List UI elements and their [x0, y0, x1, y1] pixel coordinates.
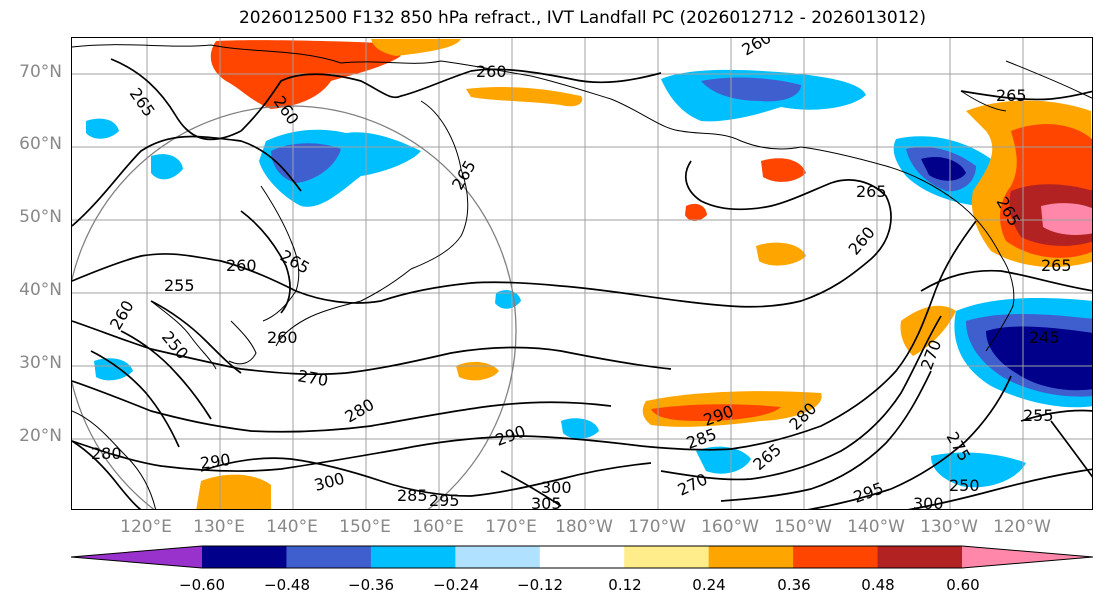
contour-label: 265 [448, 157, 480, 193]
contour-label: 300 [541, 478, 572, 497]
shade-patch-ne-pacific-navy [986, 326, 1092, 391]
shade-patch-caspian-blue [86, 118, 119, 139]
map-title: 2026012500 F132 850 hPa refract., IVT La… [238, 8, 926, 28]
landfall-radius-circle [72, 105, 517, 509]
lon-label-150w: 150°W [774, 517, 832, 537]
lon-label-120e: 120°E [120, 517, 172, 537]
colorbar [70, 545, 1094, 569]
contour-label: 260 [106, 297, 138, 333]
shade-patch-pacific-blue-2 [561, 418, 599, 439]
shade-patch-sea-blue [94, 358, 133, 381]
coastlines [72, 44, 1092, 509]
map-canvas: 265 260 260 260 265 265 260 265 255 260 … [72, 38, 1092, 510]
contour-label: 295 [429, 491, 460, 510]
contour-label: 270 [296, 366, 329, 390]
shade-patch-canada-pink [1041, 203, 1092, 235]
lon-label-140w: 140°W [847, 517, 905, 537]
contour-label: 265 [126, 84, 159, 120]
lat-label-20n: 20°N [19, 426, 62, 446]
lon-label-170e: 170°E [485, 517, 537, 537]
colorbar-tick-label: 0.12 [608, 576, 642, 594]
colorbar-segment [455, 546, 541, 568]
contour-label: 265 [856, 182, 887, 201]
contour-label: 305 [531, 494, 562, 510]
lon-label-170w: 170°W [628, 517, 686, 537]
shade-patch-mongolia-blue [151, 154, 183, 180]
contour-label: 255 [164, 276, 195, 295]
contour-label: 245 [1029, 328, 1060, 347]
shade-patch-sea-orange [456, 361, 499, 381]
lat-label-40n: 40°N [19, 280, 62, 300]
contour-label: 265 [996, 86, 1027, 105]
contour-label: 260 [739, 38, 775, 59]
lat-label-70n: 70°N [19, 62, 62, 82]
colorbar-segment [877, 546, 963, 568]
colorbar-segment [539, 546, 625, 568]
colorbar-tick-label: −0.48 [264, 576, 310, 594]
lon-label-140e: 140°E [266, 517, 318, 537]
refractivity-contours [72, 58, 1092, 509]
contour-label: 295 [851, 478, 886, 506]
contour-label: 290 [493, 421, 528, 449]
colorbar-tick-label: 0.36 [777, 576, 811, 594]
lat-label-30n: 30°N [19, 353, 62, 373]
lon-label-130e: 130°E [193, 517, 245, 537]
lon-label-150e: 150°E [339, 517, 391, 537]
shade-patch-pacific-small [685, 203, 707, 221]
map-panel: 265 260 260 260 265 265 260 265 255 260 … [71, 37, 1093, 510]
lon-label-120w: 120°W [993, 517, 1051, 537]
contour-label: 285 [397, 486, 428, 505]
lon-label-160e: 160°E [412, 517, 464, 537]
contour-label: 255 [1023, 406, 1054, 425]
shade-patch-midpac-red [651, 404, 781, 421]
colorbar-tick-label: −0.60 [179, 576, 225, 594]
colorbar-segment [370, 546, 456, 568]
shade-patch-alaska-navy [921, 156, 966, 181]
lat-label-60n: 60°N [19, 134, 62, 154]
contour-label: 265 [1041, 256, 1072, 275]
colorbar-segment [286, 546, 372, 568]
colorbar-tick-label: 0.24 [692, 576, 726, 594]
contour-label: 300 [312, 469, 346, 495]
colorbar-tick-label: −0.36 [348, 576, 394, 594]
contour-label: 280 [91, 444, 122, 463]
contour-label: 250 [949, 476, 980, 495]
shade-patch-subtrop-blue [931, 452, 1026, 488]
colorbar-tick-label: 0.48 [861, 576, 895, 594]
shade-patch-alaska-red [761, 158, 806, 182]
shade-patch-hawaii-blue [696, 446, 751, 474]
shade-patch-kamchatka-orange [466, 87, 583, 107]
colorbar-tick-label: −0.24 [433, 576, 479, 594]
colorbar-segments [70, 545, 1094, 569]
colorbar-segment [793, 546, 879, 568]
shade-patch-bering-dark [701, 77, 801, 102]
colorbar-tick-label: 0.60 [946, 576, 980, 594]
contour-label: 260 [267, 328, 298, 347]
colorbar-outline [70, 545, 1094, 569]
contour-label: 265 [277, 246, 313, 278]
contour-label: 260 [226, 256, 257, 275]
lon-label-180w: 180°W [555, 517, 613, 537]
contour-label: 260 [845, 223, 879, 259]
colorbar-segment [962, 546, 1093, 568]
colorbar-segment [71, 546, 202, 568]
lat-label-50n: 50°N [19, 207, 62, 227]
colorbar-tick-label: −0.12 [517, 576, 563, 594]
contour-label: 260 [476, 62, 507, 81]
lon-label-130w: 130°W [920, 517, 978, 537]
colorbar-segment [202, 546, 287, 568]
colorbar-segment [624, 546, 710, 568]
shade-patch-okhotsk-dark [271, 143, 341, 183]
shade-patch-midlat-orange [756, 242, 806, 266]
contour-label: 300 [913, 494, 944, 510]
contour-label: 280 [342, 395, 378, 427]
lon-label-160w: 160°W [701, 517, 759, 537]
shade-patch-china-orange [196, 474, 271, 509]
colorbar-segment [708, 546, 794, 568]
contour-label: 290 [199, 450, 232, 473]
